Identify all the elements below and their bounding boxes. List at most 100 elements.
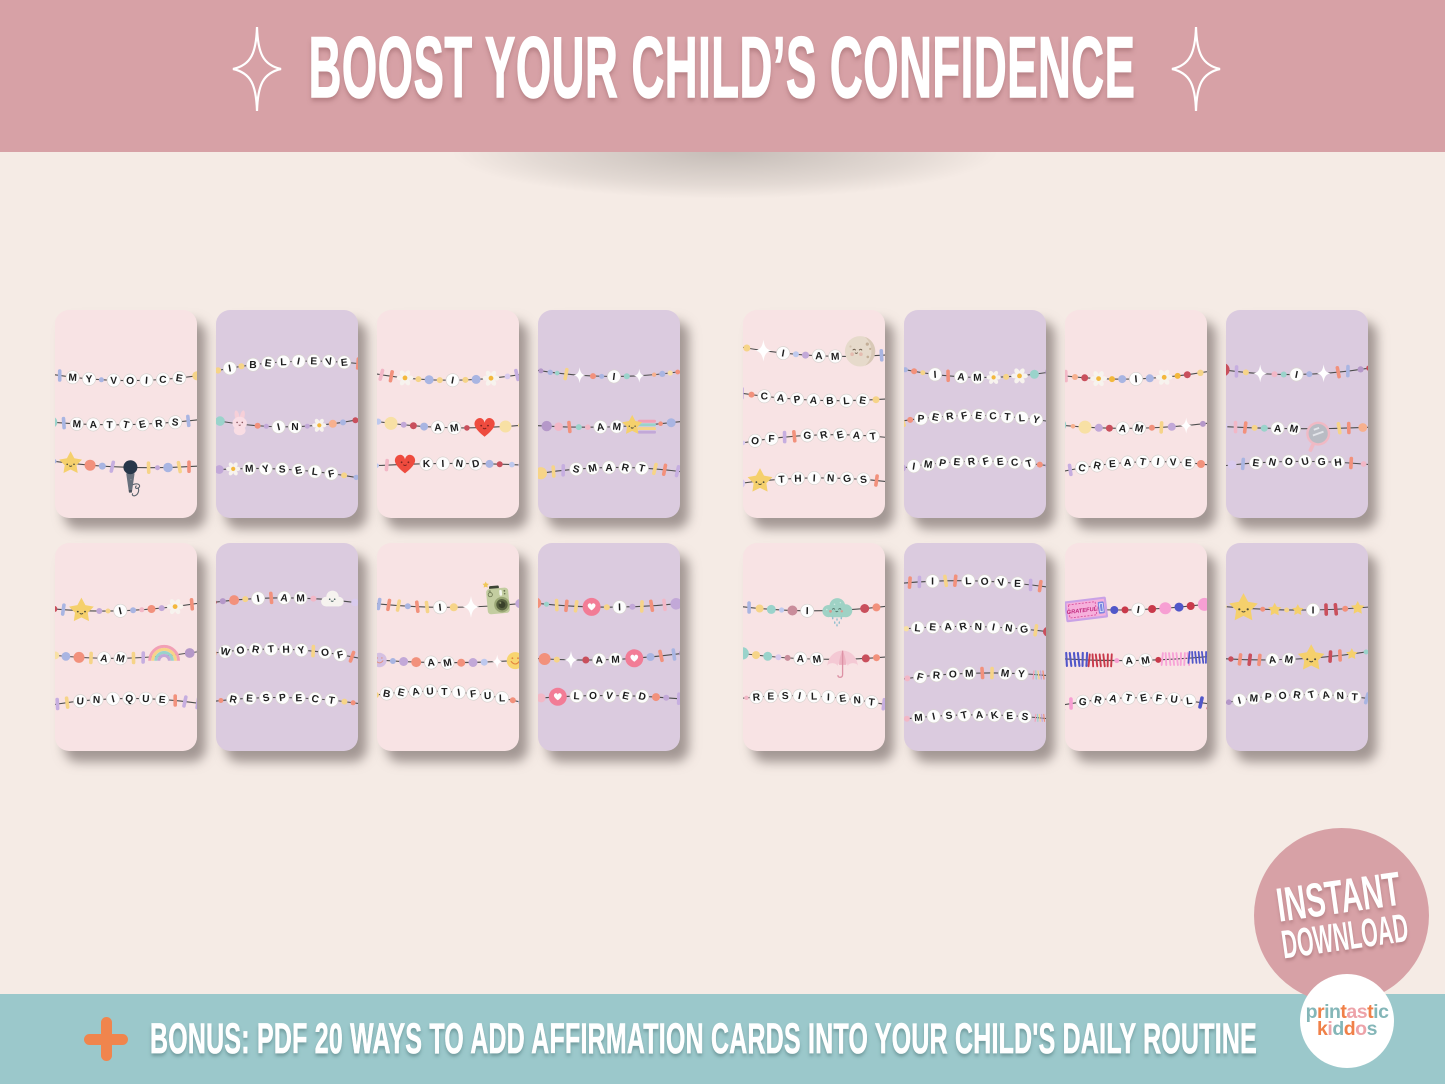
svg-text:V: V <box>605 691 614 703</box>
svg-text:P: P <box>1264 692 1272 704</box>
svg-text:I: I <box>1134 374 1138 385</box>
svg-text:F: F <box>336 650 344 662</box>
svg-text:R: R <box>251 644 261 656</box>
svg-text:T: T <box>637 463 646 475</box>
svg-text:I: I <box>1312 605 1315 616</box>
svg-text:E: E <box>929 622 937 633</box>
svg-text:A: A <box>89 420 98 431</box>
svg-text:U: U <box>1301 456 1311 468</box>
svg-text:E: E <box>310 356 317 367</box>
svg-text:U: U <box>426 686 434 697</box>
svg-text:L: L <box>1018 413 1025 424</box>
svg-text:A: A <box>1118 423 1128 435</box>
svg-text:K: K <box>423 459 431 470</box>
svg-text:Y: Y <box>261 463 270 475</box>
svg-text:E: E <box>1252 458 1260 470</box>
svg-text:D: D <box>471 458 480 470</box>
svg-text:I: I <box>781 348 786 359</box>
svg-text:Y: Y <box>1031 414 1040 426</box>
svg-text:Y: Y <box>85 374 93 385</box>
svg-text:O: O <box>1284 456 1294 468</box>
svg-text:T: T <box>869 431 877 443</box>
svg-text:A: A <box>280 593 289 605</box>
svg-text:N: N <box>853 695 861 706</box>
svg-text:M: M <box>1284 654 1294 666</box>
svg-text:H: H <box>282 645 290 656</box>
svg-text:M: M <box>973 373 982 384</box>
svg-text:A: A <box>1273 424 1282 436</box>
svg-text:I: I <box>296 356 301 367</box>
svg-text:T: T <box>1025 458 1034 470</box>
svg-text:I: I <box>145 376 149 387</box>
svg-text:L: L <box>311 467 319 479</box>
svg-text:G: G <box>803 431 812 443</box>
svg-text:L: L <box>914 623 921 635</box>
svg-text:A: A <box>944 622 953 634</box>
svg-text:I: I <box>457 688 462 699</box>
svg-text:A: A <box>605 463 613 474</box>
svg-text:T: T <box>106 420 113 431</box>
svg-text:O: O <box>980 576 990 589</box>
svg-text:F: F <box>1155 693 1163 705</box>
svg-text:C: C <box>989 411 998 423</box>
svg-text:M: M <box>1000 668 1010 680</box>
svg-text:F: F <box>768 434 775 445</box>
svg-text:V: V <box>997 577 1006 589</box>
svg-text:S: S <box>1021 712 1029 724</box>
svg-text:I: I <box>827 692 830 703</box>
svg-text:E: E <box>953 457 961 469</box>
svg-text:E: E <box>396 687 405 699</box>
svg-text:A: A <box>99 653 109 665</box>
svg-text:R: R <box>958 621 968 634</box>
svg-text:M: M <box>1140 655 1150 667</box>
svg-text:E: E <box>340 357 348 369</box>
svg-text:I: I <box>911 461 916 472</box>
svg-text:E: E <box>621 691 630 703</box>
svg-text:T: T <box>778 475 786 486</box>
svg-text:M: M <box>296 593 305 604</box>
svg-text:F: F <box>982 456 991 468</box>
svg-text:T: T <box>1004 412 1012 424</box>
svg-text:E: E <box>1006 711 1013 722</box>
svg-text:D: D <box>637 691 647 703</box>
svg-text:C: C <box>159 375 168 386</box>
svg-text:B: B <box>382 688 391 700</box>
svg-text:A: A <box>975 710 984 722</box>
svg-text:V: V <box>1170 457 1178 468</box>
svg-text:H: H <box>1334 457 1343 469</box>
svg-text:E: E <box>931 412 940 424</box>
svg-text:L: L <box>499 693 505 704</box>
svg-text:T: T <box>441 687 448 698</box>
svg-text:L: L <box>280 357 287 368</box>
svg-text:V: V <box>110 376 117 387</box>
svg-text:I: I <box>276 422 281 433</box>
svg-text:F: F <box>470 689 478 701</box>
svg-text:I: I <box>797 691 802 702</box>
svg-text:R: R <box>967 456 976 468</box>
svg-text:I: I <box>991 622 996 633</box>
svg-text:I: I <box>111 694 117 705</box>
svg-text:M: M <box>245 464 254 475</box>
svg-text:R: R <box>752 692 761 704</box>
svg-text:C: C <box>1077 463 1087 475</box>
svg-text:R: R <box>932 670 941 681</box>
svg-text:R: R <box>1093 695 1103 707</box>
svg-text:C: C <box>1011 457 1020 469</box>
svg-text:A: A <box>957 372 966 384</box>
svg-text:L: L <box>1186 696 1193 708</box>
svg-text:I: I <box>256 594 261 605</box>
svg-text:U: U <box>1170 694 1179 706</box>
svg-text:E: E <box>294 465 303 477</box>
svg-text:O: O <box>750 436 760 448</box>
svg-text:E: E <box>858 395 867 407</box>
svg-text:M: M <box>68 372 77 383</box>
svg-text:E: E <box>295 693 302 704</box>
svg-text:B: B <box>249 360 257 371</box>
svg-text:O: O <box>320 647 330 659</box>
svg-text:Q: Q <box>124 693 134 705</box>
svg-text:A: A <box>434 422 443 433</box>
svg-text:I: I <box>618 602 621 613</box>
svg-text:E: E <box>996 457 1004 469</box>
svg-text:I: I <box>931 577 934 588</box>
svg-text:P: P <box>917 414 925 425</box>
